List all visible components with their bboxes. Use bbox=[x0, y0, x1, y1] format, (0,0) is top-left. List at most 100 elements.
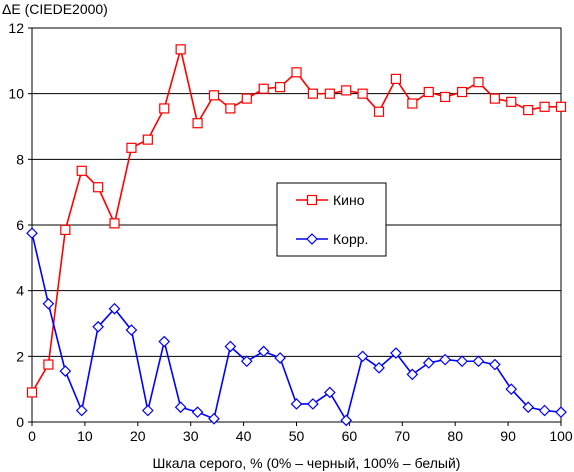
data-point-0-30 bbox=[523, 104, 534, 116]
data-point-1-11 bbox=[208, 412, 220, 425]
data-point-0-29 bbox=[506, 96, 517, 107]
data-point-1-27 bbox=[472, 355, 485, 368]
x-tick-label-40: 40 bbox=[236, 428, 252, 444]
x-tick-label-10: 10 bbox=[77, 428, 93, 444]
data-point-0-14 bbox=[258, 83, 269, 94]
data-point-0-19 bbox=[341, 85, 352, 96]
data-point-0-24 bbox=[423, 86, 434, 98]
legend-label-1: Корр. bbox=[333, 231, 368, 247]
legend-item-0: Кино bbox=[296, 192, 365, 208]
y-tick-label-10: 10 bbox=[8, 86, 24, 102]
data-point-0-12 bbox=[225, 103, 236, 114]
data-point-1-2 bbox=[59, 365, 72, 377]
data-point-1-28 bbox=[489, 358, 501, 371]
data-point-1-29 bbox=[505, 383, 518, 396]
data-point-0-1 bbox=[43, 359, 54, 370]
data-point-1-1 bbox=[42, 297, 55, 310]
x-tick-label-0: 0 bbox=[28, 428, 36, 444]
data-point-0-22 bbox=[390, 73, 402, 84]
data-point-1-6 bbox=[125, 324, 138, 336]
data-point-0-3 bbox=[76, 165, 87, 176]
y-tick-label-0: 0 bbox=[16, 414, 24, 430]
data-point-0-21 bbox=[373, 106, 385, 117]
data-point-1-23 bbox=[406, 368, 419, 381]
data-point-0-2 bbox=[60, 224, 71, 236]
data-point-1-3 bbox=[75, 404, 88, 417]
data-point-0-11 bbox=[208, 90, 220, 101]
data-point-0-5 bbox=[109, 218, 120, 229]
data-point-1-19 bbox=[340, 414, 353, 427]
data-point-0-9 bbox=[175, 44, 186, 55]
data-point-1-32 bbox=[555, 406, 567, 418]
legend-marker-0 bbox=[306, 194, 318, 206]
data-point-0-20 bbox=[357, 88, 368, 99]
series-layer bbox=[26, 44, 567, 427]
data-point-1-20 bbox=[356, 350, 369, 363]
legend-label-0: Кино bbox=[333, 192, 365, 208]
data-point-1-7 bbox=[142, 404, 154, 417]
legend-items: Кино Корр. bbox=[296, 192, 368, 247]
data-point-1-31 bbox=[538, 404, 551, 417]
series-0 bbox=[26, 44, 567, 398]
data-point-1-21 bbox=[373, 361, 385, 374]
data-point-1-5 bbox=[108, 302, 121, 315]
data-point-0-6 bbox=[126, 142, 137, 153]
data-point-0-4 bbox=[93, 182, 104, 193]
data-point-0-7 bbox=[142, 134, 153, 145]
data-point-1-8 bbox=[158, 335, 171, 348]
data-point-1-14 bbox=[257, 345, 270, 358]
x-tick-label-20: 20 bbox=[130, 428, 146, 444]
y-tick-labels: 0 2 4 6 8 10 12 bbox=[8, 20, 32, 430]
data-point-0-0 bbox=[26, 387, 38, 398]
data-point-0-32 bbox=[555, 101, 567, 112]
legend-marker-1 bbox=[306, 233, 318, 245]
y-tick-label-12: 12 bbox=[8, 20, 24, 36]
data-point-1-4 bbox=[92, 320, 104, 333]
data-point-1-17 bbox=[307, 398, 319, 410]
data-point-0-10 bbox=[192, 118, 203, 129]
data-point-1-10 bbox=[191, 406, 204, 418]
data-point-1-15 bbox=[274, 352, 286, 364]
data-point-1-30 bbox=[522, 401, 535, 414]
data-point-0-31 bbox=[539, 101, 550, 112]
data-point-1-13 bbox=[240, 355, 253, 368]
data-point-0-28 bbox=[489, 93, 500, 104]
x-tick-label-90: 90 bbox=[500, 428, 516, 444]
data-point-0-27 bbox=[473, 77, 484, 88]
data-point-1-16 bbox=[290, 398, 303, 410]
data-point-1-12 bbox=[224, 340, 237, 353]
legend-box bbox=[276, 182, 387, 257]
x-axis-title: Шкала серого, % (0% – черный, 100% – бел… bbox=[153, 455, 461, 471]
y-tick-label-2: 2 bbox=[16, 348, 24, 364]
data-point-0-18 bbox=[324, 88, 335, 99]
data-point-1-26 bbox=[456, 355, 468, 368]
y-tick-label-6: 6 bbox=[16, 217, 24, 233]
data-point-1-24 bbox=[422, 357, 435, 369]
x-tick-labels: 0 10 20 30 40 50 60 70 80 90 100 bbox=[28, 422, 573, 444]
data-point-0-8 bbox=[159, 103, 170, 114]
data-point-1-0 bbox=[26, 227, 38, 240]
y-tick-label-4: 4 bbox=[16, 283, 24, 299]
x-tick-label-50: 50 bbox=[289, 428, 305, 444]
y-tick-label-8: 8 bbox=[16, 151, 24, 167]
legend: Кино Корр. bbox=[276, 182, 387, 257]
legend-item-1: Корр. bbox=[296, 231, 368, 247]
data-point-0-25 bbox=[440, 91, 451, 103]
x-tick-label-80: 80 bbox=[447, 428, 463, 444]
x-tick-label-60: 60 bbox=[342, 428, 358, 444]
x-tick-label-30: 30 bbox=[183, 428, 199, 444]
x-tick-label-100: 100 bbox=[549, 428, 573, 444]
x-tick-label-70: 70 bbox=[395, 428, 411, 444]
data-point-0-13 bbox=[241, 93, 252, 104]
data-point-0-23 bbox=[407, 98, 418, 109]
data-point-0-16 bbox=[291, 67, 302, 78]
series-1 bbox=[26, 227, 567, 427]
data-point-0-15 bbox=[275, 81, 286, 93]
data-point-1-18 bbox=[323, 386, 336, 399]
series-line-1 bbox=[31, 233, 562, 423]
data-point-0-17 bbox=[307, 88, 318, 99]
data-point-1-9 bbox=[174, 401, 187, 414]
data-point-1-25 bbox=[439, 353, 451, 366]
